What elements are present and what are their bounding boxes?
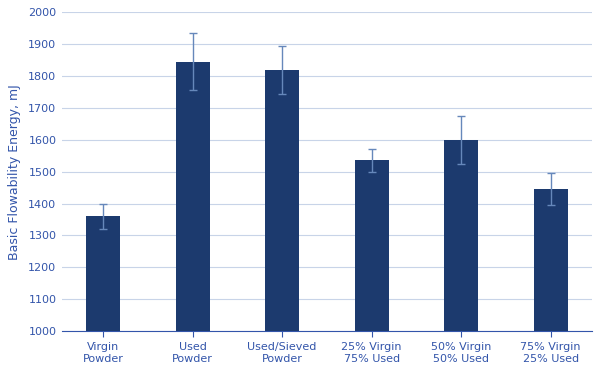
Bar (533, 189, 568, 331)
Y-axis label: Basic Flowability Energy, mJ: Basic Flowability Energy, mJ (8, 84, 22, 260)
Bar (86, 216, 120, 331)
Bar (176, 62, 209, 331)
Bar (355, 160, 389, 331)
Bar (265, 70, 299, 331)
Bar (444, 140, 478, 331)
